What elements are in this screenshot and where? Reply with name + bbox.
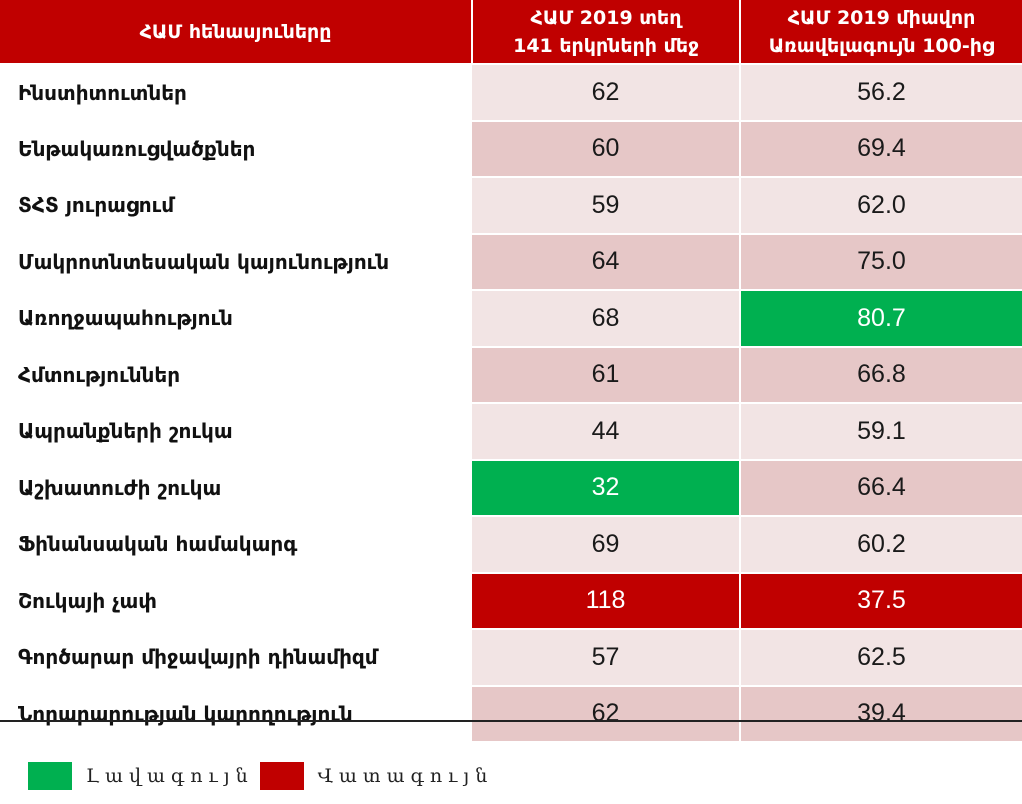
legend-best-swatch [28,762,72,790]
header-rank: ՀԱՄ 2019 տեղ 141 երկրների մեջ [472,0,741,65]
rank-cell: 64 [472,233,741,291]
header-score-line2: Առավելագույն 100-ից [768,34,995,57]
rank-cell: 57 [472,629,741,687]
score-cell-worst: 37.5 [740,572,1022,630]
header-rank-line2: 141 երկրների մեջ [513,34,699,57]
row-label: Ֆինանսական համակարգ [0,516,472,573]
table-row: ՏՀՏ յուրացում 59 62.0 [0,177,1022,235]
score-cell: 60.2 [740,516,1022,574]
rank-cell: 62 [472,64,741,122]
gci-pillars-table: ՀԱՄ հենասյուները ՀԱՄ 2019 տեղ 141 երկրնե… [0,0,1022,743]
row-label: Մակրոտնտեսական կայունություն [0,233,472,290]
table-bottom-rule [0,720,1022,722]
row-label: ՏՀՏ յուրացում [0,177,472,234]
rank-cell: 61 [472,346,741,404]
rank-cell: 60 [472,120,741,178]
table-row: Ապրանքների շուկա 44 59.1 [0,403,1022,461]
table-row: Ենթակառուցվածքներ 60 69.4 [0,120,1022,178]
rank-cell: 59 [472,177,741,235]
table-header: ՀԱՄ հենասյուները ՀԱՄ 2019 տեղ 141 երկրնե… [0,0,1022,65]
table-row: Առողջապահություն 68 80.7 [0,290,1022,348]
table-row: Շուկայի չափ 118 37.5 [0,572,1022,630]
row-label: Ինստիտուտներ [0,64,472,121]
score-cell: 66.8 [740,346,1022,404]
row-label: Առողջապահություն [0,290,472,347]
header-rank-line1: ՀԱՄ 2019 տեղ [530,6,682,29]
row-label: Գործարար միջավայրի դինամիզմ [0,629,472,686]
table-row: Աշխատուժի շուկա 32 66.4 [0,459,1022,517]
row-label: Նորարարության կարողություն [0,685,472,742]
table-row: Նորարարության կարողություն 62 39.4 [0,685,1022,743]
row-label: Շուկայի չափ [0,572,472,629]
header-row: ՀԱՄ հենասյուները ՀԱՄ 2019 տեղ 141 երկրնե… [0,0,1022,65]
table-row: Գործարար միջավայրի դինամիզմ 57 62.5 [0,629,1022,687]
score-cell: 59.1 [740,403,1022,461]
legend-worst-label: Վատագույն [317,765,494,787]
score-cell: 56.2 [740,64,1022,122]
row-label: Հմտություններ [0,346,472,403]
rank-cell: 44 [472,403,741,461]
score-cell: 39.4 [740,685,1022,743]
score-cell: 62.0 [740,177,1022,235]
rank-cell: 62 [472,685,741,743]
table-row: Հմտություններ 61 66.8 [0,346,1022,404]
rank-cell: 68 [472,290,741,348]
row-label: Աշխատուժի շուկա [0,459,472,516]
score-cell: 69.4 [740,120,1022,178]
rank-cell-worst: 118 [472,572,741,630]
table-body: Ինստիտուտներ 62 56.2 Ենթակառուցվածքներ 6… [0,64,1022,743]
rank-cell: 69 [472,516,741,574]
score-cell: 75.0 [740,233,1022,291]
legend: Լավագույն Վատագույն [28,762,493,790]
header-pillars: ՀԱՄ հենասյուները [0,0,473,65]
gci-pillars-table-container: ՀԱՄ հենասյուները ՀԱՄ 2019 տեղ 141 երկրնե… [0,0,1022,743]
legend-best-label: Լավագույն [86,765,254,787]
table-row: Ֆինանսական համակարգ 69 60.2 [0,516,1022,574]
score-cell: 66.4 [740,459,1022,517]
score-cell-best: 80.7 [740,290,1022,348]
table-row: Մակրոտնտեսական կայունություն 64 75.0 [0,233,1022,291]
row-label: Ապրանքների շուկա [0,403,472,460]
score-cell: 62.5 [740,629,1022,687]
table-row: Ինստիտուտներ 62 56.2 [0,64,1022,122]
header-score-line1: ՀԱՄ 2019 միավոր [787,6,976,29]
row-label: Ենթակառուցվածքներ [0,120,472,177]
rank-cell-best: 32 [472,459,741,517]
header-score: ՀԱՄ 2019 միավոր Առավելագույն 100-ից [740,0,1022,65]
legend-worst-swatch [259,762,304,790]
